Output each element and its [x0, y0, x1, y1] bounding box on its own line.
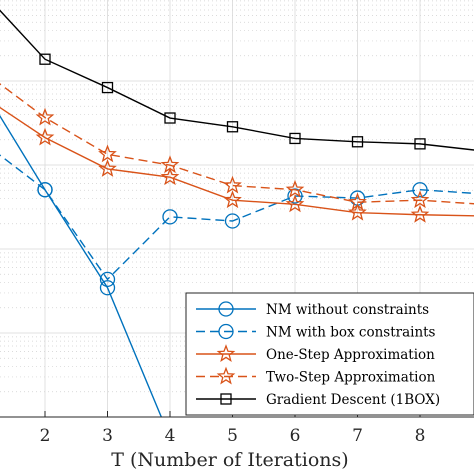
series-marker [414, 138, 426, 150]
series-marker [223, 190, 242, 209]
legend-label: One-Step Approximation [266, 347, 435, 363]
series-marker [101, 81, 114, 94]
series-2 [0, 154, 474, 288]
series-marker [160, 155, 180, 174]
series-marker [351, 136, 364, 148]
series-layer [0, 9, 474, 417]
legend-label: NM without constraints [266, 302, 429, 318]
series-line [0, 154, 474, 281]
x-tick-label: 8 [415, 426, 426, 446]
legend-marker [216, 366, 236, 385]
series-marker [164, 112, 176, 124]
series-marker [224, 213, 241, 229]
legend-marker [218, 301, 234, 317]
series-marker [410, 190, 430, 209]
series-marker [287, 188, 303, 204]
series-marker [35, 107, 55, 126]
series-marker [35, 127, 55, 146]
x-tick-label: 2 [40, 426, 51, 446]
series-marker [223, 175, 242, 194]
series-marker [99, 280, 116, 296]
series-line [0, 114, 163, 417]
series-marker [412, 182, 428, 198]
series-4 [0, 83, 474, 211]
x-tick-label: 6 [290, 426, 301, 446]
legend-label: Gradient Descent (1BOX) [266, 392, 440, 408]
x-tick-label: 4 [165, 426, 176, 446]
series-marker [162, 209, 178, 225]
series-marker [37, 182, 53, 198]
x-axis-title: T (Number of Iterations) [111, 449, 348, 471]
series-marker [226, 121, 239, 133]
legend-marker [218, 323, 234, 340]
x-tick-label: 3 [102, 426, 113, 446]
legend: NM without constraints NM with box constr… [185, 292, 474, 416]
series-marker [348, 192, 367, 211]
series-marker [98, 144, 117, 163]
legend-marker [220, 393, 232, 405]
series-line [0, 9, 474, 151]
series-line [0, 106, 474, 217]
legend-marker [216, 344, 236, 362]
series-marker [160, 167, 180, 186]
x-tick-label: 7 [352, 426, 363, 446]
series-marker [285, 194, 305, 213]
series-marker [410, 204, 430, 223]
series-marker [285, 179, 305, 198]
series-marker [289, 132, 301, 145]
series-marker [39, 53, 51, 65]
series-marker [98, 159, 117, 177]
x-tick-label: 5 [227, 426, 238, 446]
series-5 [0, 9, 474, 151]
series-3 [0, 106, 474, 223]
legend-label: NM with box constraints [266, 325, 436, 341]
series-marker [99, 271, 116, 288]
legend-label: Two-Step Approximation [266, 370, 436, 386]
series-line [0, 83, 474, 205]
